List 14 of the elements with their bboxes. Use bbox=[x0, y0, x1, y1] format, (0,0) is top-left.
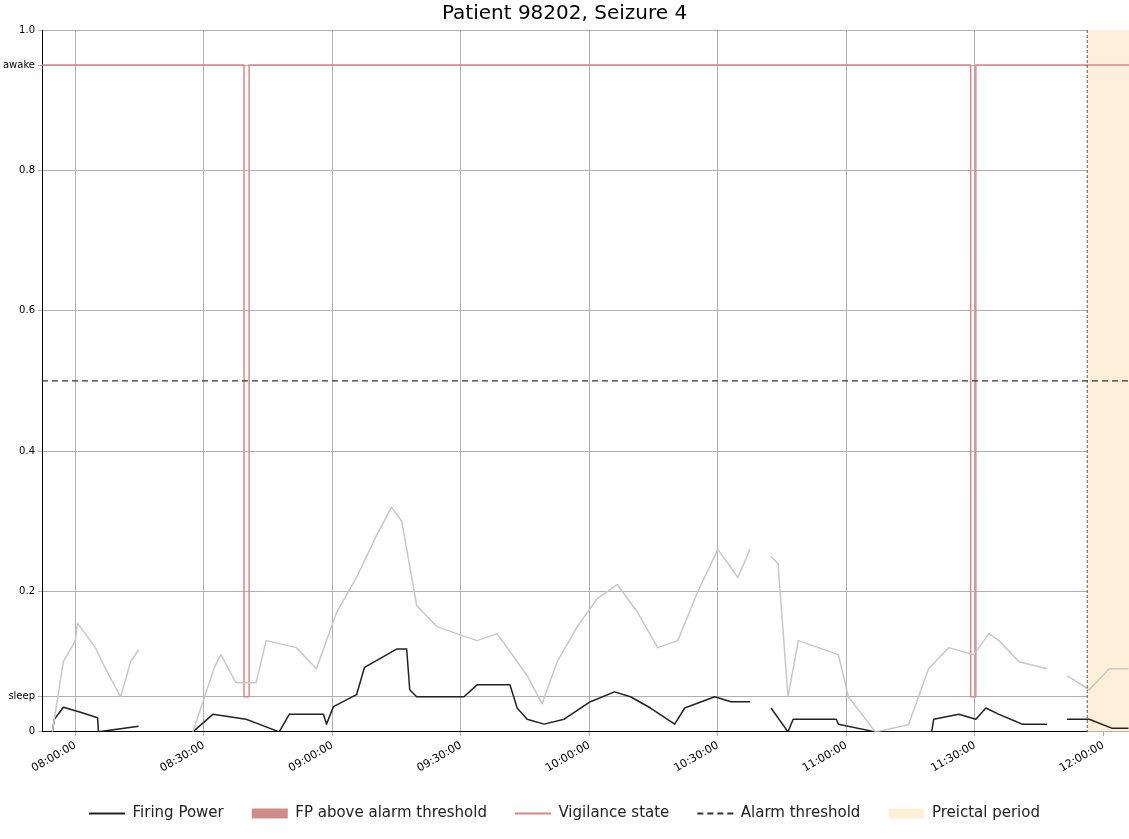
y-tick-label: 0.6 bbox=[19, 304, 36, 316]
legend-label: Preictal period bbox=[931, 803, 1040, 822]
y-tick-label: 1.0 bbox=[19, 23, 36, 35]
y-tick-label: awake bbox=[2, 58, 36, 70]
legend-label: Vigilance state bbox=[558, 803, 670, 822]
legend-label: Firing Power bbox=[132, 803, 225, 822]
y-tick-label: 0.8 bbox=[19, 163, 36, 175]
legend-label: Alarm threshold bbox=[740, 803, 861, 822]
legend-label: FP above alarm threshold bbox=[295, 803, 487, 822]
y-tick-label: sleep bbox=[8, 690, 36, 702]
y-tick-label: 0.4 bbox=[19, 444, 36, 456]
y-tick-label: 0.2 bbox=[19, 585, 36, 597]
chart-title: Patient 98202, Seizure 4 bbox=[441, 0, 688, 25]
y-tick-label: 0 bbox=[28, 725, 36, 737]
